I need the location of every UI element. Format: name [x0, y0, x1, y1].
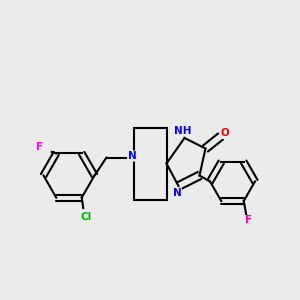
Text: F: F [36, 142, 43, 152]
Text: Cl: Cl [81, 212, 92, 222]
Text: O: O [220, 128, 230, 139]
Text: N: N [128, 151, 136, 161]
Text: F: F [245, 215, 252, 226]
Text: NH: NH [174, 125, 192, 136]
Text: N: N [172, 188, 182, 199]
